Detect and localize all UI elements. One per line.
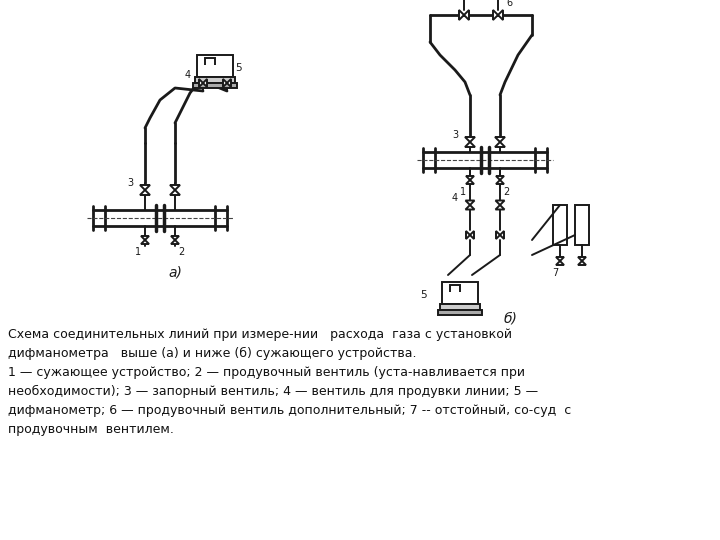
Text: Схема соединительных линий при измере-нии   расхода  газа с установкой: Схема соединительных линий при измере-ни… [8, 328, 512, 341]
Text: дифманометр; 6 — продувочный вентиль дополнительный; 7 -- отстойный, со-суд  с: дифманометр; 6 — продувочный вентиль доп… [8, 404, 571, 417]
Polygon shape [466, 205, 474, 210]
Polygon shape [496, 176, 504, 180]
Bar [575, 205, 589, 245]
Polygon shape [493, 10, 498, 20]
Text: 1: 1 [460, 187, 466, 197]
Polygon shape [496, 180, 504, 184]
Text: 1: 1 [135, 247, 141, 257]
Text: 5: 5 [235, 63, 242, 73]
Bar [193, 83, 237, 88]
Polygon shape [495, 205, 505, 210]
Text: дифманометра   выше (а) и ниже (б) сужающего устройства.: дифманометра выше (а) и ниже (б) сужающе… [8, 347, 416, 360]
Polygon shape [170, 185, 180, 190]
Bar [438, 310, 482, 315]
Polygon shape [495, 137, 505, 142]
Polygon shape [466, 180, 474, 184]
Text: 1 — сужающее устройство; 2 — продувочный вентиль (уста-навливается при: 1 — сужающее устройство; 2 — продувочный… [8, 366, 525, 379]
Polygon shape [495, 200, 505, 205]
Polygon shape [140, 185, 150, 190]
Polygon shape [466, 231, 470, 239]
Polygon shape [578, 261, 586, 265]
Polygon shape [465, 142, 475, 147]
Text: 5: 5 [420, 290, 427, 300]
Text: продувочным  вентилем.: продувочным вентилем. [8, 423, 174, 436]
Text: а): а) [168, 266, 182, 280]
Polygon shape [556, 257, 564, 261]
Polygon shape [203, 79, 207, 87]
Text: 2: 2 [503, 187, 509, 197]
Text: 2: 2 [178, 247, 184, 257]
Bar [553, 205, 567, 245]
Polygon shape [466, 176, 474, 180]
Polygon shape [556, 261, 564, 265]
Bar [195, 77, 235, 83]
Polygon shape [466, 200, 474, 205]
Polygon shape [465, 137, 475, 142]
Bar [440, 304, 480, 310]
Text: 4: 4 [452, 193, 458, 203]
Polygon shape [500, 231, 504, 239]
Polygon shape [141, 236, 149, 240]
Polygon shape [227, 79, 231, 87]
Text: 6: 6 [506, 0, 512, 8]
Polygon shape [459, 10, 464, 20]
Bar [442, 282, 478, 304]
Polygon shape [498, 10, 503, 20]
Text: необходимости); 3 — запорный вентиль; 4 — вентиль для продувки линии; 5 —: необходимости); 3 — запорный вентиль; 4 … [8, 385, 538, 398]
Polygon shape [496, 231, 500, 239]
Polygon shape [578, 257, 586, 261]
Polygon shape [495, 142, 505, 147]
Polygon shape [464, 10, 469, 20]
Polygon shape [171, 240, 179, 244]
Polygon shape [223, 79, 227, 87]
Text: 3: 3 [452, 130, 458, 140]
Polygon shape [141, 240, 149, 244]
Bar [197, 55, 233, 77]
Text: 7: 7 [552, 268, 558, 278]
Polygon shape [470, 231, 474, 239]
Polygon shape [171, 236, 179, 240]
Polygon shape [199, 79, 203, 87]
Text: б): б) [503, 311, 517, 325]
Polygon shape [140, 190, 150, 195]
Polygon shape [170, 190, 180, 195]
Text: 4: 4 [185, 70, 191, 80]
Text: 3: 3 [127, 178, 133, 188]
